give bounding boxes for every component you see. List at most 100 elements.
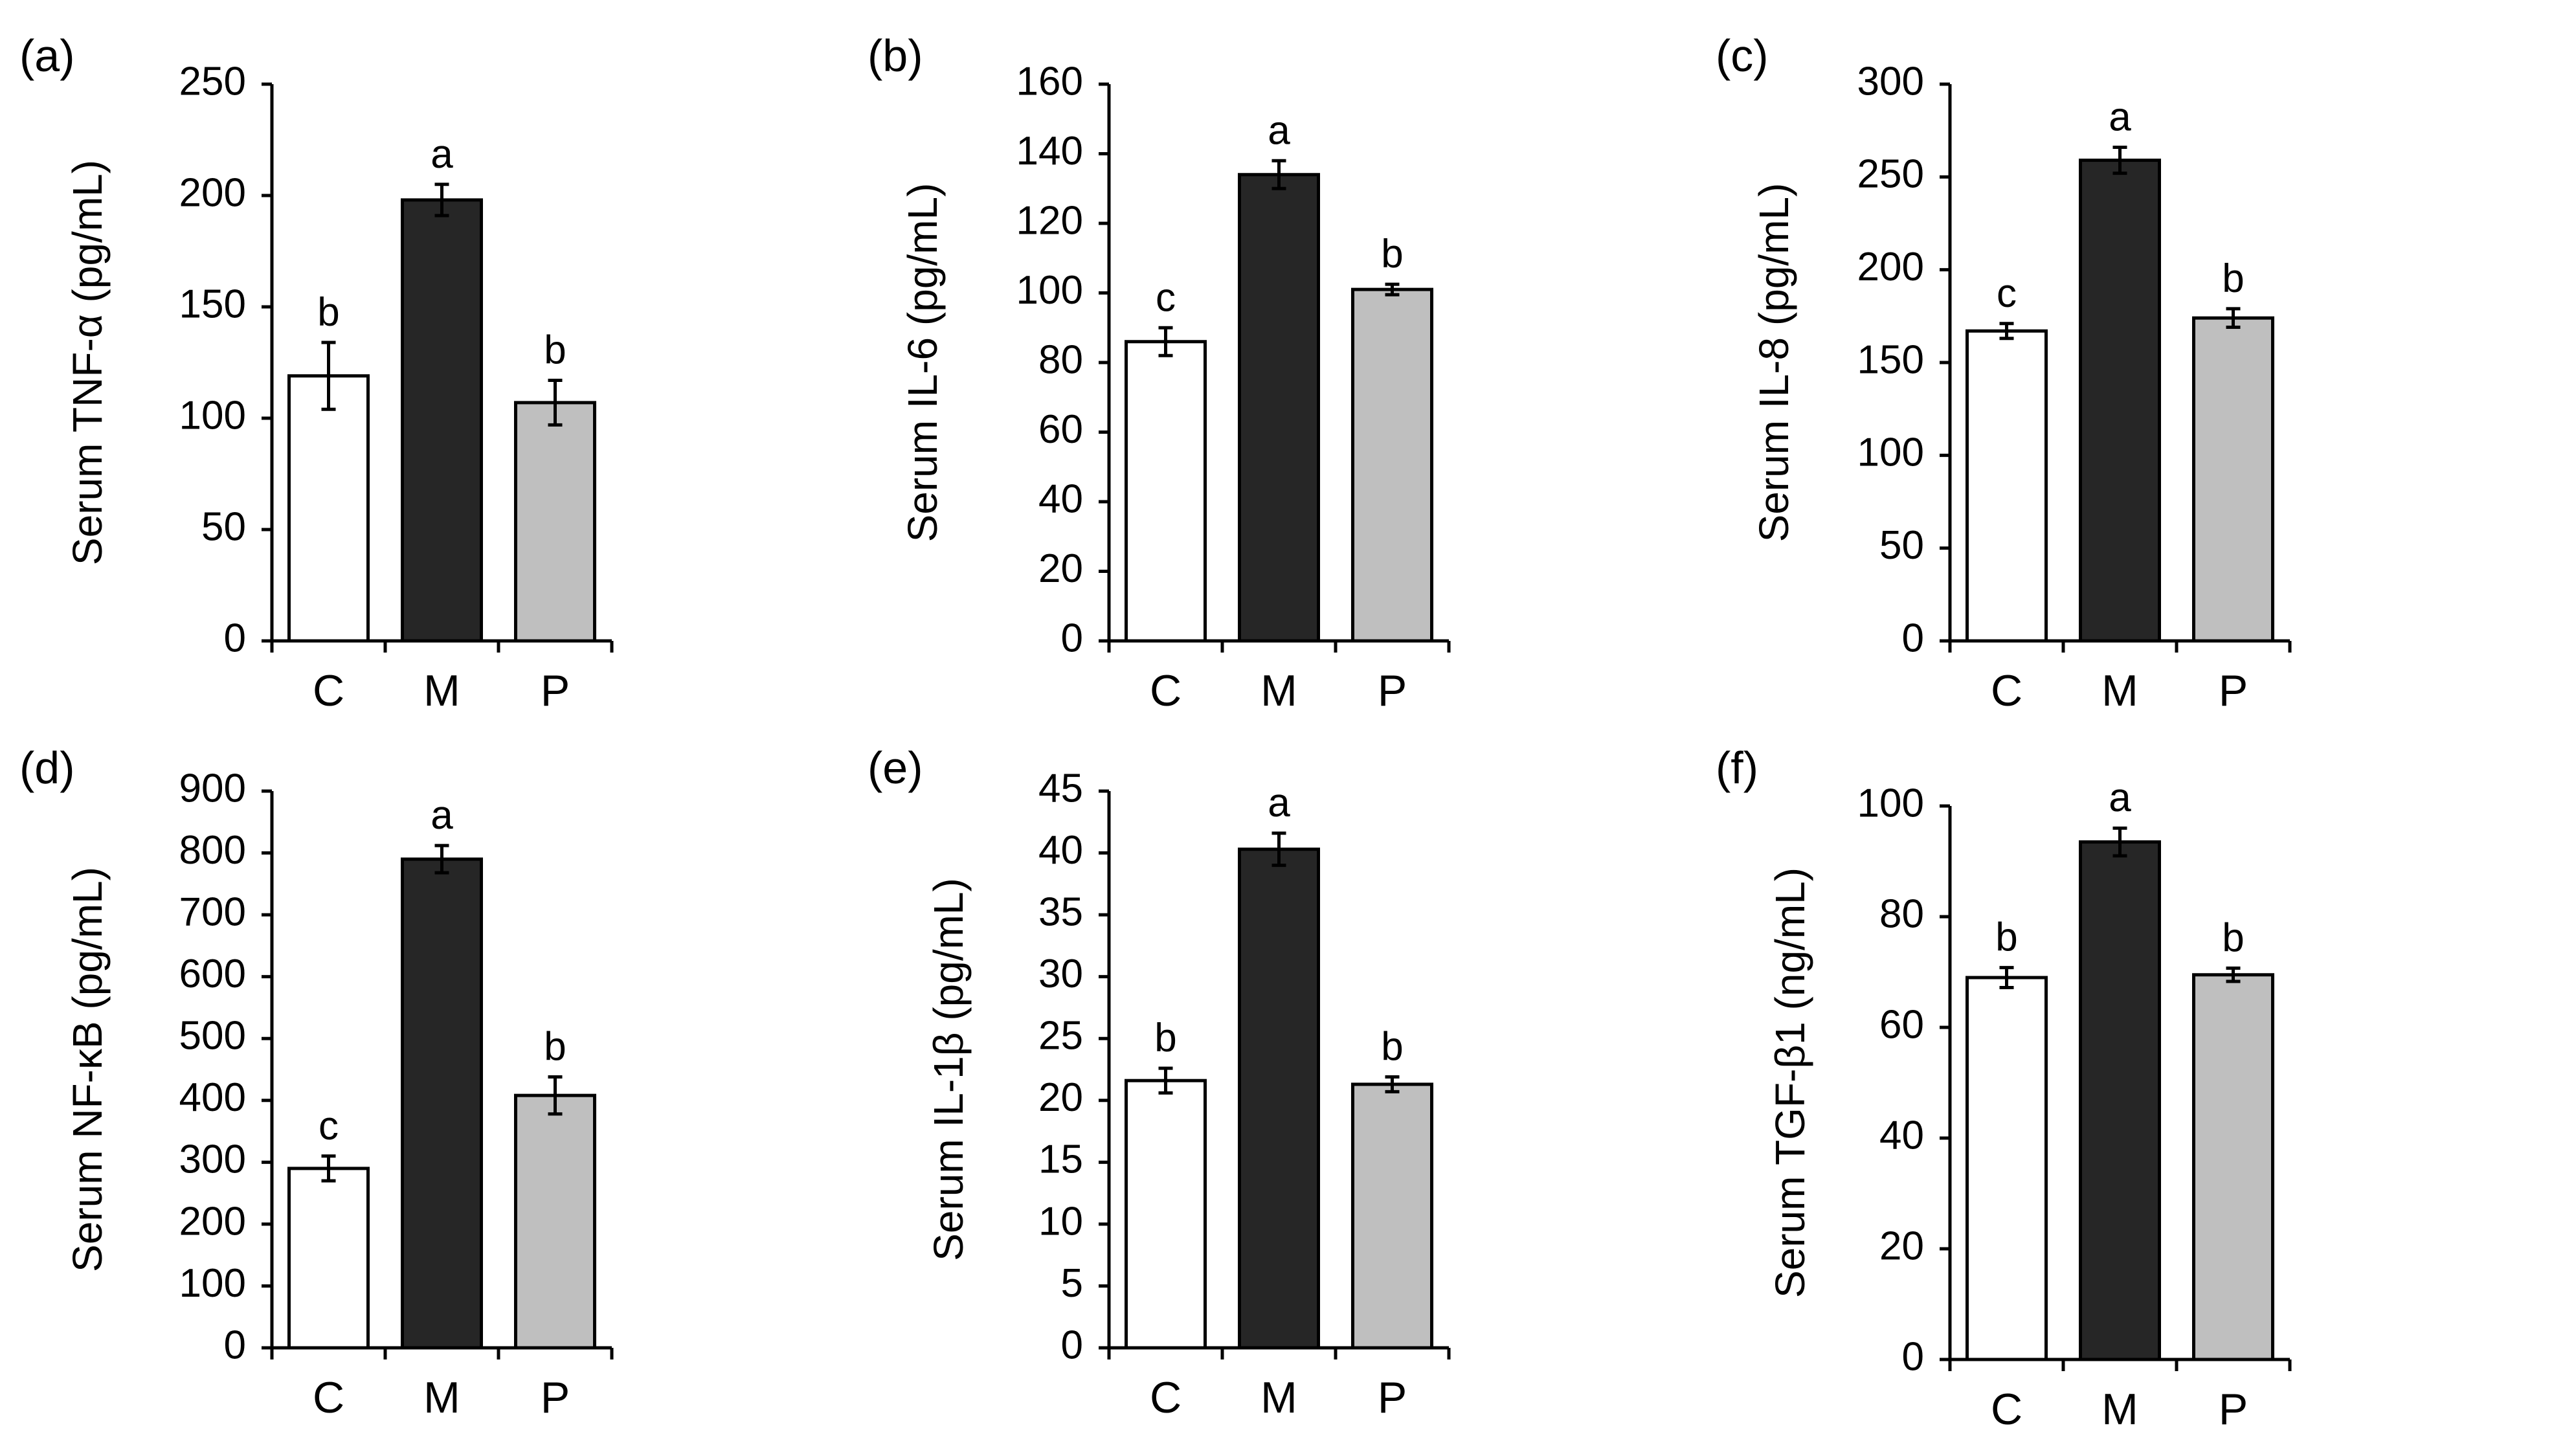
bar-M bbox=[401, 857, 483, 1350]
bar-P bbox=[514, 1093, 596, 1350]
bar-M bbox=[2079, 159, 2161, 643]
y-tick-label: 20 bbox=[1038, 1075, 1083, 1120]
significance-label-C: b bbox=[1995, 915, 2017, 960]
x-category-label-P: P bbox=[541, 1373, 570, 1422]
bar-P bbox=[514, 401, 596, 643]
y-tick-label: 40 bbox=[1038, 828, 1083, 873]
bar-M bbox=[1238, 847, 1320, 1350]
significance-label-M: a bbox=[2109, 95, 2131, 139]
y-tick-label: 60 bbox=[1038, 407, 1083, 452]
x-category-label-C: C bbox=[1991, 666, 2022, 715]
x-category-label-P: P bbox=[2219, 666, 2248, 715]
y-tick-label: 900 bbox=[179, 766, 246, 811]
y-tick-label: 10 bbox=[1038, 1199, 1083, 1244]
y-tick-label: 50 bbox=[1879, 523, 1924, 568]
significance-label-M: a bbox=[1268, 781, 1290, 825]
panel-label: (e) bbox=[868, 743, 923, 793]
bar-C bbox=[1966, 976, 2048, 1361]
y-tick-label: 140 bbox=[1016, 129, 1083, 173]
panel-b: (b) Serum IL-6 (pg/mL) 0 20 40 60 80 100 120 140 1… bbox=[868, 30, 1451, 715]
x-category-label-M: M bbox=[2101, 1385, 2138, 1434]
panel-a: (a) Serum TNF-α (pg/mL) 0 50 100 150 200 250 b Ca… bbox=[19, 30, 614, 715]
y-tick-label: 250 bbox=[179, 59, 246, 104]
panel-label: (a) bbox=[19, 30, 75, 81]
y-tick-label: 300 bbox=[1857, 59, 1924, 104]
y-tick-label: 160 bbox=[1016, 59, 1083, 104]
significance-label-P: b bbox=[2222, 256, 2244, 301]
y-tick-label: 100 bbox=[179, 393, 246, 438]
y-tick-label: 0 bbox=[1902, 1334, 1924, 1379]
x-category-label-P: P bbox=[541, 666, 570, 715]
y-tick-label: 45 bbox=[1038, 766, 1083, 811]
y-tick-label: 20 bbox=[1038, 546, 1083, 591]
y-tick-label: 0 bbox=[1061, 1323, 1083, 1367]
panel-d: (d) Serum NF-κB (pg/mL) 0 100 200 300 400 500 60… bbox=[19, 743, 614, 1422]
significance-label-P: b bbox=[2222, 916, 2244, 961]
y-tick-label: 100 bbox=[1016, 268, 1083, 313]
y-tick-label: 0 bbox=[1902, 616, 1924, 660]
panel-e: (e) Serum IL-1β (pg/mL) 0 5 10 15 20 25 30 35 40 45… bbox=[868, 743, 1451, 1422]
bar-M bbox=[401, 198, 483, 643]
y-tick-label: 40 bbox=[1879, 1113, 1924, 1158]
x-category-label-P: P bbox=[1378, 666, 1407, 715]
x-category-label-C: C bbox=[1150, 666, 1182, 715]
significance-label-M: a bbox=[2109, 776, 2131, 820]
significance-label-P: b bbox=[1381, 232, 1403, 276]
x-category-label-M: M bbox=[423, 1373, 460, 1422]
y-tick-label: 20 bbox=[1879, 1224, 1924, 1268]
x-category-label-P: P bbox=[2219, 1385, 2248, 1434]
significance-label-C: c bbox=[1156, 275, 1176, 320]
y-tick-label: 400 bbox=[179, 1075, 246, 1120]
y-axis-title: Serum IL-1β (pg/mL) bbox=[925, 878, 972, 1261]
y-tick-label: 100 bbox=[1857, 431, 1924, 475]
x-category-label-C: C bbox=[1991, 1385, 2022, 1434]
panel-label: (d) bbox=[19, 743, 75, 793]
bar-M bbox=[1238, 173, 1320, 643]
y-tick-label: 40 bbox=[1038, 476, 1083, 521]
significance-label-C: b bbox=[1154, 1016, 1176, 1060]
significance-label-M: a bbox=[431, 793, 453, 838]
bar-P bbox=[1351, 287, 1433, 643]
bar-C bbox=[1966, 329, 2048, 643]
y-tick-label: 35 bbox=[1038, 889, 1083, 934]
panel-label: (f) bbox=[1716, 743, 1758, 793]
panel-label: (b) bbox=[868, 30, 923, 81]
x-category-label-M: M bbox=[1260, 666, 1297, 715]
bar-C bbox=[287, 1167, 370, 1350]
x-category-label-P: P bbox=[1378, 1373, 1407, 1422]
y-tick-label: 120 bbox=[1016, 198, 1083, 243]
y-tick-label: 25 bbox=[1038, 1014, 1083, 1058]
panel-f: (f) Serum TGF-β1 (ng/mL) 0 20 40 60 80 100 b Ca Mb… bbox=[1716, 743, 2292, 1434]
significance-label-C: c bbox=[319, 1104, 339, 1148]
y-tick-label: 150 bbox=[1857, 337, 1924, 382]
y-tick-label: 600 bbox=[179, 952, 246, 996]
panel-label: (c) bbox=[1716, 30, 1769, 81]
y-tick-label: 200 bbox=[179, 170, 246, 215]
y-tick-label: 0 bbox=[224, 1323, 246, 1367]
y-tick-label: 60 bbox=[1879, 1002, 1924, 1047]
y-tick-label: 200 bbox=[179, 1199, 246, 1244]
bar-C bbox=[1125, 1079, 1207, 1350]
y-tick-label: 100 bbox=[1857, 781, 1924, 825]
bar-M bbox=[2079, 840, 2161, 1361]
y-tick-label: 50 bbox=[201, 504, 246, 549]
y-tick-label: 200 bbox=[1857, 245, 1924, 289]
y-tick-label: 0 bbox=[224, 616, 246, 660]
significance-label-P: b bbox=[544, 1024, 566, 1069]
y-tick-label: 500 bbox=[179, 1014, 246, 1058]
y-axis-title: Serum TGF-β1 (ng/mL) bbox=[1767, 867, 1813, 1298]
y-axis-title: Serum TNF-α (pg/mL) bbox=[64, 160, 111, 565]
y-axis-title: Serum IL-6 (pg/mL) bbox=[899, 183, 946, 542]
significance-label-P: b bbox=[544, 328, 566, 373]
significance-label-C: c bbox=[1997, 271, 2017, 316]
y-tick-label: 800 bbox=[179, 828, 246, 873]
bar-P bbox=[2192, 973, 2274, 1361]
y-tick-label: 30 bbox=[1038, 952, 1083, 996]
y-tick-label: 100 bbox=[179, 1261, 246, 1306]
panel-c: (c) Serum IL-8 (pg/mL) 0 50 100 150 200 250 300 c… bbox=[1716, 30, 2292, 715]
y-axis-title: Serum NF-κB (pg/mL) bbox=[64, 867, 111, 1272]
y-tick-label: 5 bbox=[1061, 1261, 1083, 1306]
y-tick-label: 80 bbox=[1879, 891, 1924, 936]
significance-label-C: b bbox=[317, 290, 339, 335]
